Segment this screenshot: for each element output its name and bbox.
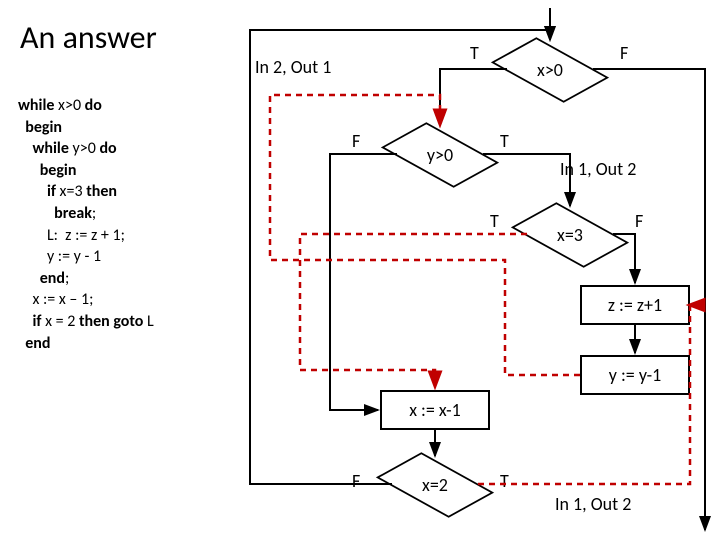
page-title: An answer [20,18,157,57]
label-F-xeq3: F [635,210,643,232]
node-x-gt-0-text: x>0 [510,45,590,95]
label-F-xgt0: F [620,42,628,64]
label-in1out2-top: In 1, Out 2 [560,158,636,180]
label-T-ygt0: T [500,130,509,152]
node-x-assign: x := x-1 [380,390,490,430]
node-x-eq-2: x=2 [395,460,475,510]
label-F-xeq2: F [352,470,360,492]
label-T-xeq3: T [490,210,499,232]
node-x-eq-3-text: x=3 [530,210,610,260]
label-in2out1: In 2, Out 1 [255,56,331,78]
node-y-assign: y := y-1 [580,355,690,395]
node-x-gt-0: x>0 [510,45,590,95]
node-z-assign: z := z+1 [580,285,690,325]
node-y-gt-0: y>0 [400,130,480,180]
label-T-xeq2: T [500,470,509,492]
node-x-eq-2-text: x=2 [395,460,475,510]
node-y-gt-0-text: y>0 [400,130,480,180]
label-T-xgt0: T [470,42,479,64]
label-F-ygt0: F [352,130,360,152]
pseudocode-block: while x>0 do begin while y>0 do begin if… [18,95,154,354]
label-in1out2-bottom: In 1, Out 2 [555,493,631,515]
node-x-eq-3: x=3 [530,210,610,260]
